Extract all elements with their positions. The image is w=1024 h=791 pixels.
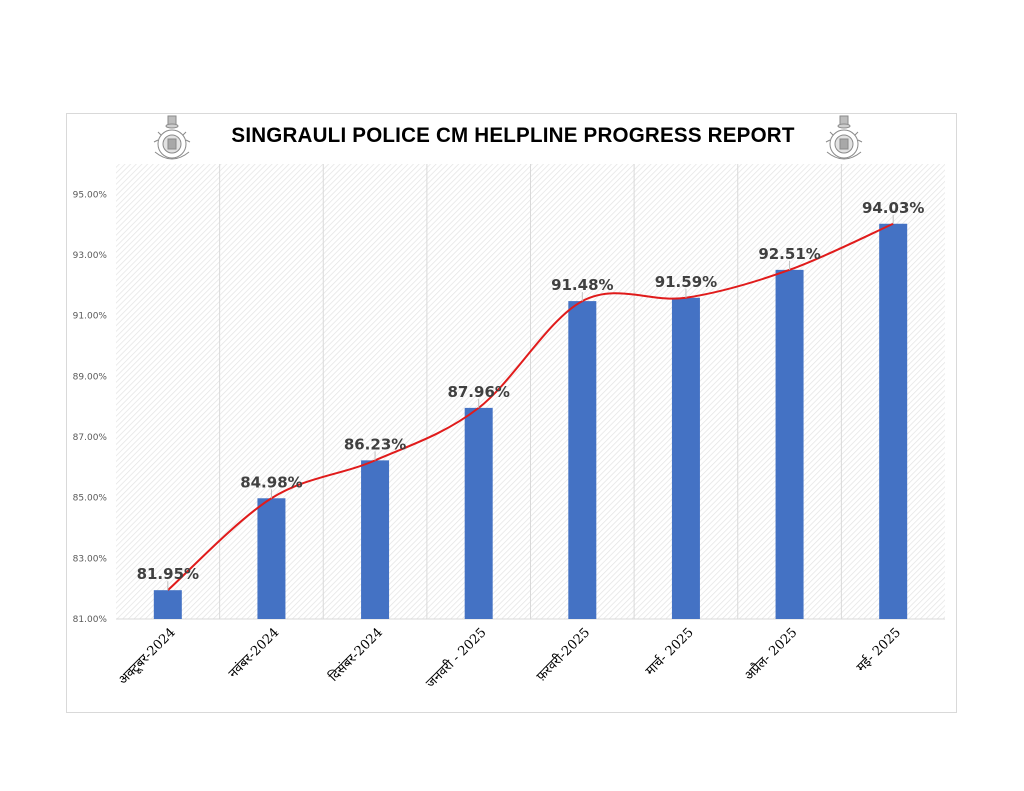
data-label: 86.23%	[344, 435, 406, 453]
police-emblem-icon	[153, 115, 191, 160]
x-tick-label: मई- 2025	[853, 625, 904, 676]
x-tick-label: अक्टूबर-2024	[116, 625, 179, 688]
data-label: 84.98%	[240, 473, 302, 491]
y-tick-label: 93.00%	[73, 251, 108, 261]
data-label: 92.51%	[758, 245, 820, 263]
x-tick-label: दिसंबर-2024	[326, 625, 386, 685]
bar	[464, 407, 493, 619]
x-tick-label: जनवरी - 2025	[423, 625, 490, 692]
x-tick-label: अप्रैल- 2025	[741, 625, 800, 684]
data-label: 91.48%	[551, 276, 613, 294]
data-label: 94.03%	[862, 199, 924, 217]
y-tick-label: 87.00%	[73, 433, 108, 443]
bar	[153, 590, 182, 619]
y-tick-label: 83.00%	[73, 554, 108, 564]
y-tick-label: 89.00%	[73, 372, 108, 382]
bar	[257, 498, 286, 619]
bar	[361, 460, 390, 619]
police-emblem-icon	[825, 115, 863, 160]
data-label: 81.95%	[137, 565, 199, 583]
y-tick-label: 85.00%	[73, 494, 108, 504]
bar	[568, 301, 597, 619]
x-tick-label: फ़रवरी-2025	[533, 625, 593, 685]
trend-line	[167, 222, 894, 591]
data-label: 91.59%	[655, 273, 717, 291]
bar	[775, 269, 804, 619]
data-label: 87.96%	[447, 383, 509, 401]
bar	[879, 223, 908, 620]
y-tick-label: 95.00%	[73, 190, 108, 200]
x-tick-label: नवंबर-2024	[226, 625, 282, 681]
y-tick-label: 91.00%	[73, 312, 108, 322]
bar	[671, 297, 700, 619]
x-tick-label: मार्च- 2025	[642, 625, 696, 679]
y-tick-label: 81.00%	[73, 615, 108, 625]
chart-title: SINGRAULI POLICE CM HELPLINE PROGRESS RE…	[231, 124, 795, 147]
